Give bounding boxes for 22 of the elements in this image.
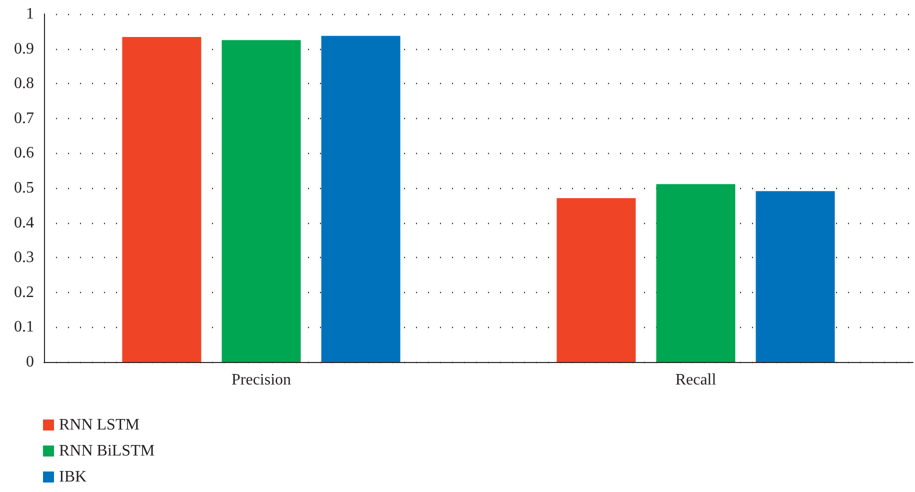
bar (656, 184, 736, 362)
legend-label: RNN BiLSTM (59, 442, 155, 460)
bar (222, 40, 301, 362)
y-tick-label: 0.6 (14, 144, 34, 162)
legend-label: IBK (59, 468, 87, 486)
y-tick-label: 0.3 (14, 249, 34, 266)
y-tick-label: 0.9 (14, 40, 34, 58)
y-tick-label: 0 (26, 354, 34, 370)
x-tick-label: Precision (231, 372, 292, 388)
bar (756, 191, 835, 362)
bar (122, 36, 202, 362)
y-tick-label: 0.4 (14, 214, 34, 232)
y-tick-label: 0.1 (14, 318, 34, 336)
bar (556, 198, 636, 362)
y-tick-label: 1 (26, 6, 34, 22)
bar (321, 36, 400, 362)
x-tick-label: Recall (675, 372, 717, 388)
legend-label: RNN LSTM (59, 416, 140, 434)
y-tick-label: 0.8 (14, 75, 34, 92)
y-tick-label: 0.2 (14, 284, 34, 301)
y-tick-label: 0.5 (14, 180, 34, 196)
y-tick-label: 0.7 (14, 110, 34, 127)
